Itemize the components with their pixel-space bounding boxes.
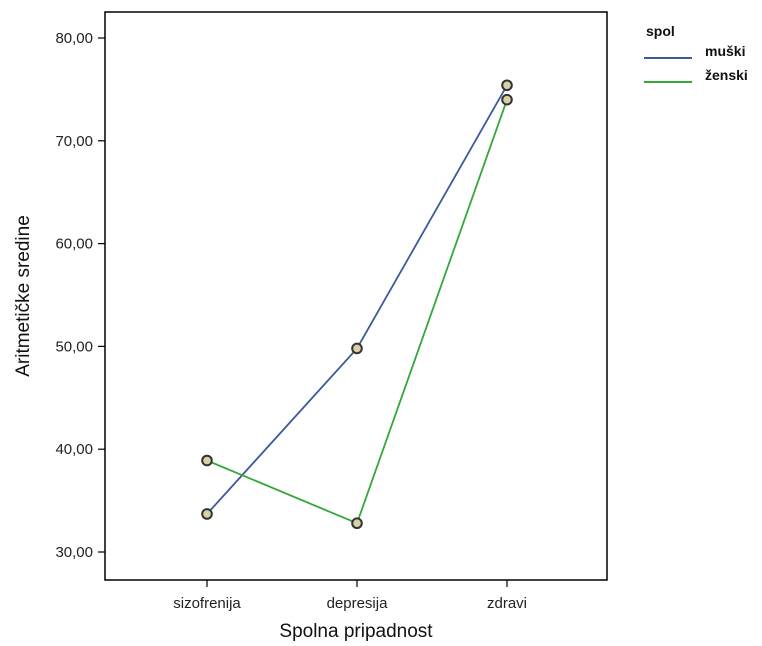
y-tick-label: 50,00 (55, 338, 93, 355)
data-point (351, 517, 363, 530)
y-tick-label: 40,00 (55, 441, 93, 458)
data-point (501, 79, 513, 92)
data-point (351, 342, 363, 355)
x-axis: sizofrenija depresija zdravi (173, 580, 527, 612)
plot-frame (104, 11, 608, 581)
legend-label: ženski (705, 67, 748, 83)
data-point (501, 93, 513, 106)
series-layer (201, 79, 513, 530)
legend-title: spol (646, 23, 675, 39)
legend-label: muški (705, 43, 745, 59)
y-axis: 30,00 40,00 50,00 60,00 70,00 80,00 (55, 30, 105, 561)
y-axis-title: Aritmetičke sredine (13, 215, 34, 377)
x-axis-title: Spolna pripadnost (279, 621, 433, 642)
y-tick-label: 70,00 (55, 133, 93, 150)
y-tick-label: 80,00 (55, 30, 93, 47)
y-tick-label: 60,00 (55, 236, 93, 253)
x-tick-label: zdravi (487, 595, 527, 612)
x-tick-label: depresija (327, 595, 389, 612)
y-tick-label: 30,00 (55, 544, 93, 561)
data-point (201, 508, 213, 520)
x-tick-label: sizofrenija (173, 595, 241, 612)
data-point (201, 454, 213, 467)
legend: spol muški ženski (644, 23, 748, 83)
